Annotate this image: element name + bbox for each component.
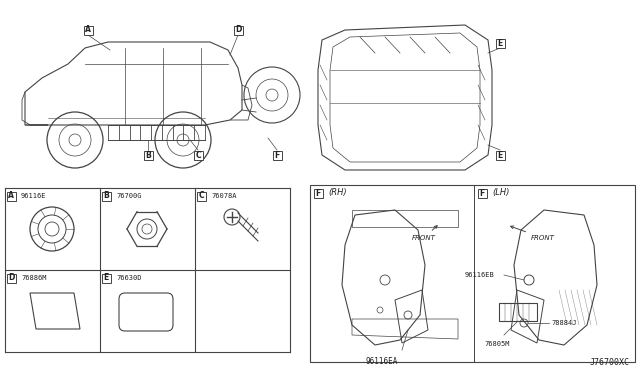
Text: E: E — [497, 38, 502, 48]
Bar — [477, 189, 486, 198]
Bar — [310, 185, 635, 362]
Text: 76078A: 76078A — [211, 193, 237, 199]
Text: D: D — [8, 273, 14, 282]
Text: 96116E: 96116E — [21, 193, 47, 199]
Text: C: C — [198, 192, 204, 201]
Bar — [102, 273, 111, 282]
Bar — [6, 192, 15, 201]
Text: E: E — [497, 151, 502, 160]
Bar — [193, 151, 202, 160]
Bar — [102, 192, 111, 201]
Bar — [6, 273, 15, 282]
Text: F: F — [479, 189, 484, 198]
Text: 76886M: 76886M — [21, 275, 47, 281]
Bar — [83, 26, 93, 35]
Text: FRONT: FRONT — [511, 226, 555, 241]
Text: 96116EA: 96116EA — [366, 357, 398, 366]
Text: F: F — [316, 189, 321, 198]
Text: B: B — [145, 151, 151, 160]
Bar — [495, 151, 504, 160]
Bar — [273, 151, 282, 160]
Text: FRONT: FRONT — [412, 226, 437, 241]
Bar — [196, 192, 205, 201]
Text: F: F — [275, 151, 280, 160]
Text: D: D — [235, 26, 241, 35]
Text: C: C — [195, 151, 201, 160]
Text: (LH): (LH) — [492, 189, 509, 198]
Text: 76700G: 76700G — [116, 193, 141, 199]
Text: J76700XC: J76700XC — [590, 358, 630, 367]
Text: 76805M: 76805M — [484, 341, 509, 347]
Text: A: A — [85, 26, 91, 35]
Bar — [499, 303, 537, 321]
Text: E: E — [104, 273, 109, 282]
Bar — [314, 189, 323, 198]
Bar — [143, 151, 152, 160]
Text: (RH): (RH) — [328, 189, 347, 198]
Text: 96116EB: 96116EB — [464, 272, 494, 278]
Bar — [234, 26, 243, 35]
Bar — [495, 38, 504, 48]
Text: B: B — [103, 192, 109, 201]
Text: 78884J: 78884J — [551, 320, 577, 326]
Text: 76630D: 76630D — [116, 275, 141, 281]
Text: A: A — [8, 192, 14, 201]
